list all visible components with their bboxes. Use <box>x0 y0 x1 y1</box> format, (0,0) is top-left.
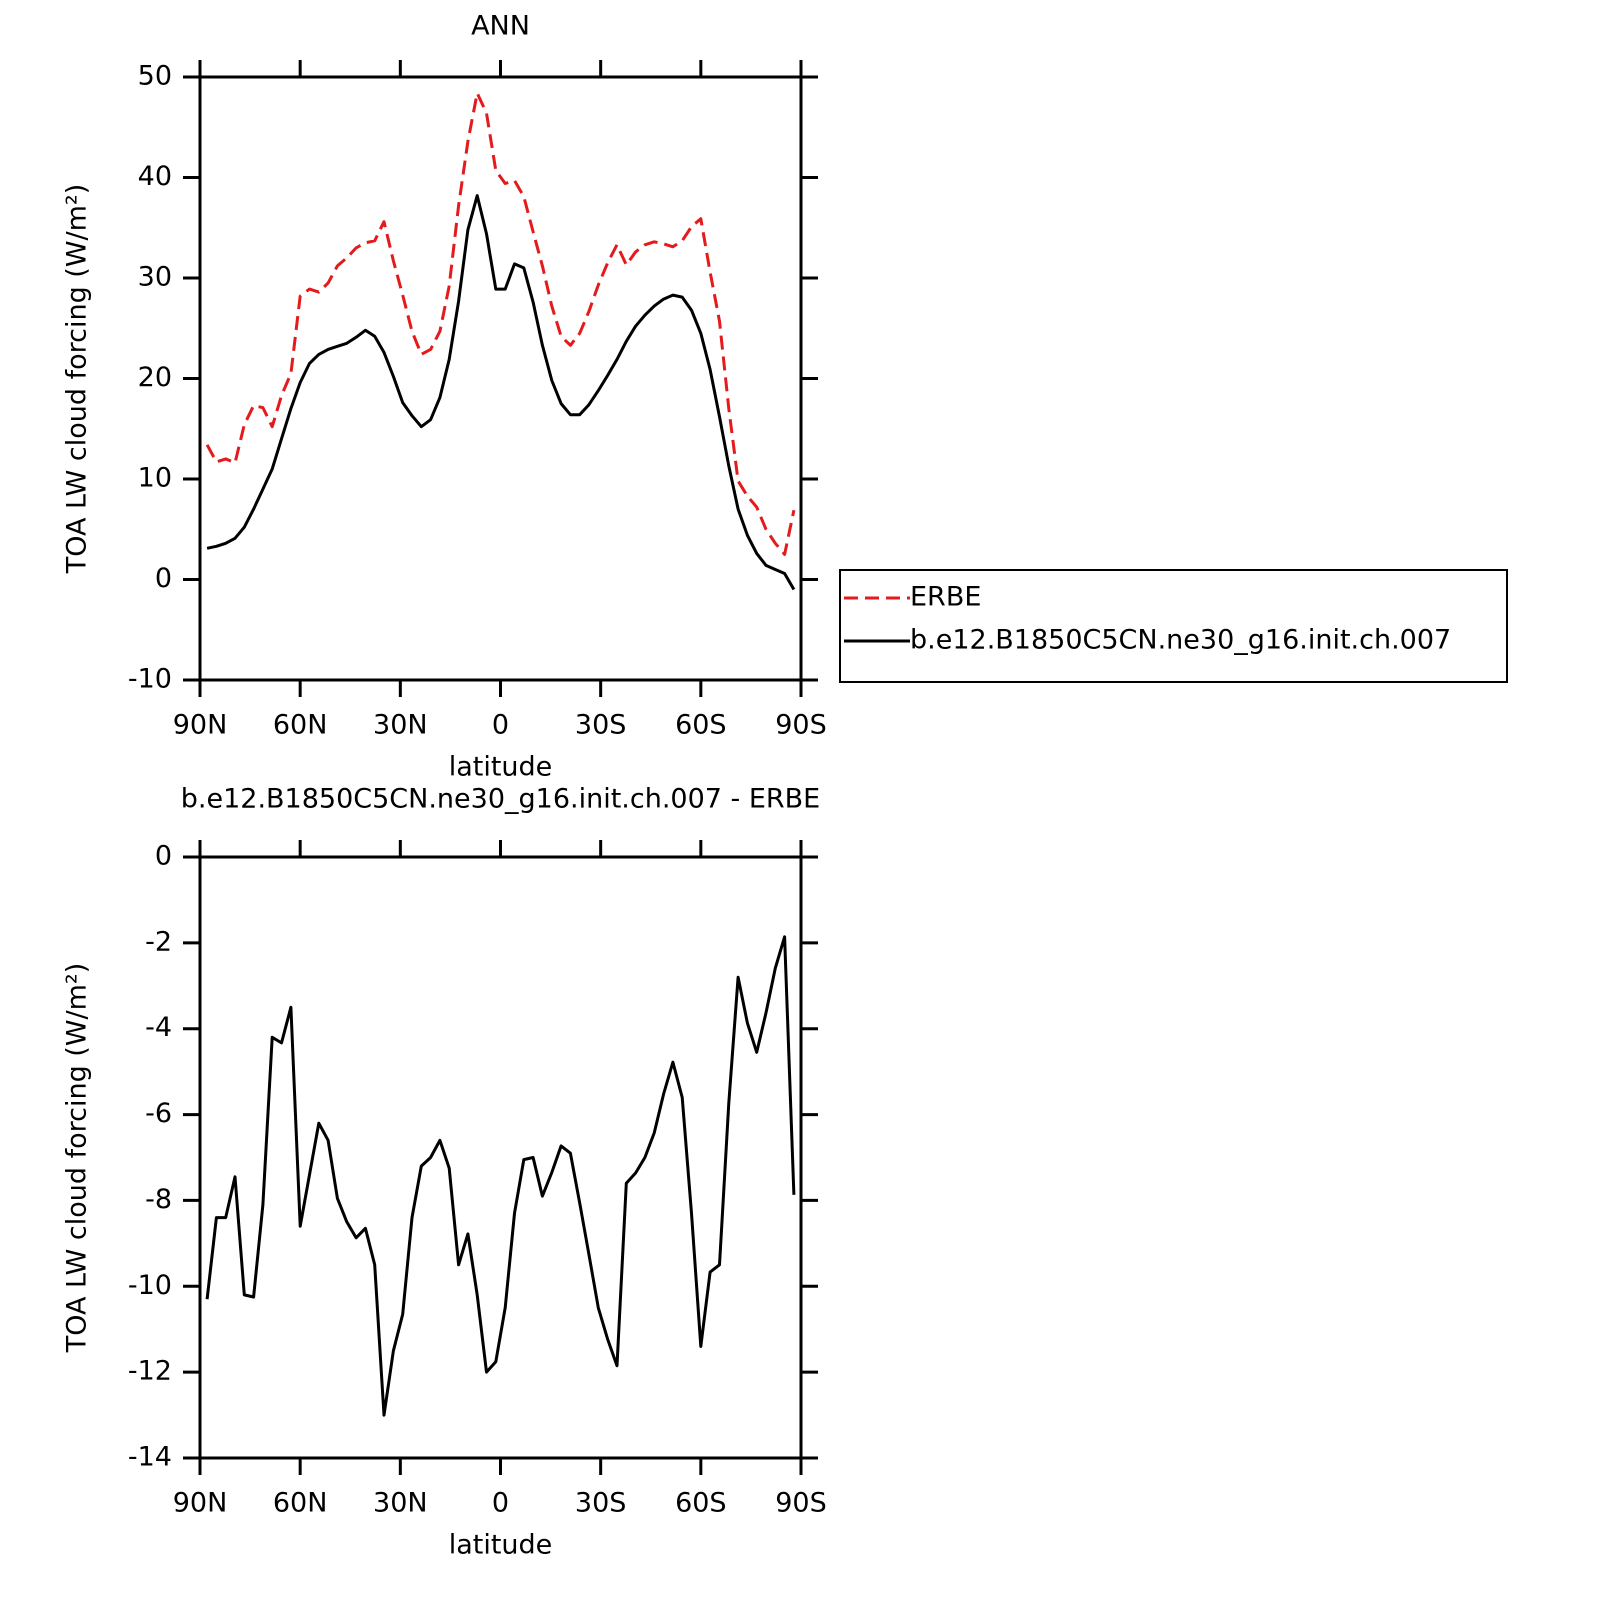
y-tick-label: -14 <box>128 1442 172 1473</box>
legend-label: b.e12.B1850C5CN.ne30_g16.init.ch.007 <box>910 625 1451 656</box>
x-tick-label: 60S <box>675 710 727 741</box>
x-tick-label: 60N <box>273 1488 328 1519</box>
y-tick-label: 0 <box>155 841 172 872</box>
x-tick-label: 90S <box>775 710 827 741</box>
x-tick-label: 90N <box>173 1488 228 1519</box>
y-tick-label: -8 <box>145 1184 172 1215</box>
x-axis-label: latitude <box>449 752 553 783</box>
y-tick-label: 20 <box>138 362 172 393</box>
chart-title: b.e12.B1850C5CN.ne30_g16.init.ch.007 - E… <box>181 784 821 815</box>
y-tick-label: -6 <box>145 1098 172 1129</box>
x-axis-label: latitude <box>449 1530 553 1561</box>
y-tick-label: -10 <box>128 664 172 695</box>
y-tick-label: -4 <box>145 1012 172 1043</box>
x-tick-label: 30S <box>575 710 627 741</box>
chart-title: ANN <box>471 11 530 42</box>
x-tick-label: 60S <box>675 1488 727 1519</box>
x-tick-label: 0 <box>492 710 509 741</box>
y-tick-label: -2 <box>145 926 172 957</box>
y-tick-label: 10 <box>138 463 172 494</box>
x-tick-label: 60N <box>273 710 328 741</box>
x-tick-label: 30N <box>373 710 428 741</box>
plot-frame <box>198 855 803 1460</box>
x-tick-label: 30N <box>373 1488 428 1519</box>
y-tick-label: 50 <box>138 61 172 92</box>
y-tick-label: -12 <box>128 1356 172 1387</box>
data-line <box>205 935 796 1417</box>
x-tick-label: 0 <box>492 1488 509 1519</box>
legend-label: ERBE <box>910 582 981 613</box>
x-tick-label: 90S <box>775 1488 827 1519</box>
y-tick-label: 0 <box>155 563 172 594</box>
data-line <box>205 91 796 556</box>
legend-box <box>839 569 1508 683</box>
y-tick-label: -10 <box>128 1270 172 1301</box>
y-axis-label: TOA LW cloud forcing (W/m²) <box>62 963 93 1354</box>
y-tick-label: 40 <box>138 161 172 192</box>
x-tick-label: 90N <box>173 710 228 741</box>
data-line <box>206 194 796 591</box>
y-axis-label: TOA LW cloud forcing (W/m²) <box>62 184 93 575</box>
y-tick-label: 30 <box>138 262 172 293</box>
x-tick-label: 30S <box>575 1488 627 1519</box>
